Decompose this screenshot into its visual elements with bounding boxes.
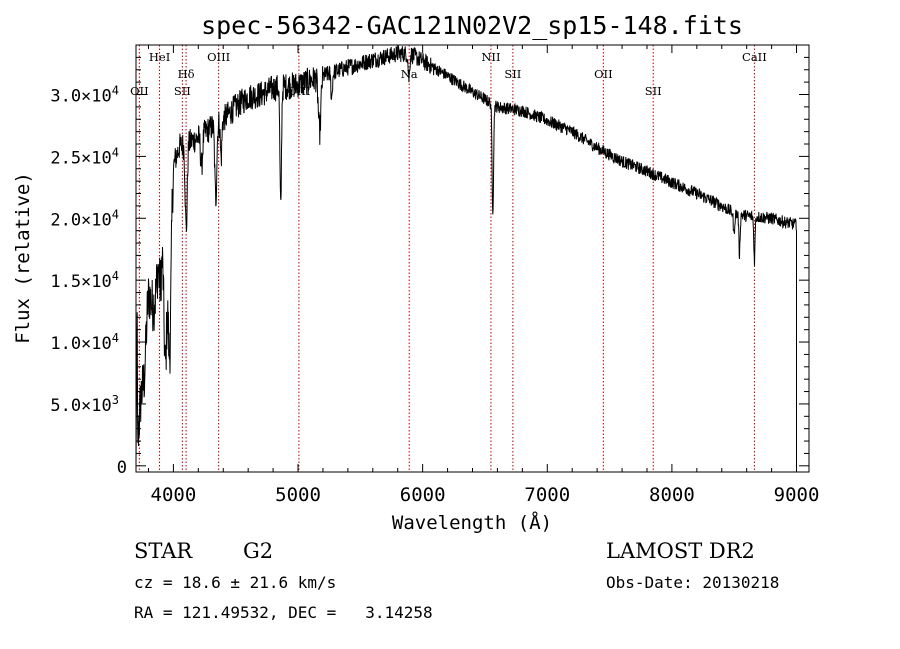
y-tick-label: 5.0×103 <box>50 393 119 416</box>
x-tick-label: 6000 <box>400 484 446 506</box>
y-tick-exponent: 3 <box>112 393 119 407</box>
chart-title: spec-56342-GAC121N02V2_sp15-148.fits <box>201 11 743 40</box>
x-tick-label: 7000 <box>524 484 570 506</box>
spectral-line-label: SII <box>174 84 191 98</box>
y-tick-exponent: 4 <box>112 269 119 283</box>
y-tick-mantissa: 2.5×10 <box>50 148 111 168</box>
y-tick-label: 2.0×104 <box>50 207 119 230</box>
y-tick-exponent: 4 <box>112 84 119 98</box>
spectral-line-label: Hδ <box>178 67 195 81</box>
y-tick-label: 1.5×104 <box>50 269 119 292</box>
y-tick-exponent: 4 <box>112 145 119 159</box>
y-tick-mantissa: 1.5×10 <box>50 272 111 292</box>
y-tick-mantissa: 3.0×10 <box>50 87 111 107</box>
redshift-text: cz = 18.6 ± 21.6 km/s <box>134 573 337 592</box>
spectral-line-label: OII <box>130 84 149 98</box>
y-tick-exponent: 4 <box>112 331 119 345</box>
spectral-line-label: SII <box>645 84 662 98</box>
x-tick-label: 5000 <box>275 484 321 506</box>
spectral-line-label: NII <box>481 50 500 64</box>
survey-name: LAMOST DR2 <box>606 539 755 563</box>
y-tick-mantissa: 1.0×10 <box>50 334 111 354</box>
spectral-line-label: SII <box>504 67 521 81</box>
y-axis: 05.0×1031.0×1041.5×1042.0×1042.5×1043.0×… <box>50 56 809 478</box>
y-tick-label: 2.5×104 <box>50 145 119 168</box>
object-subclass: G2 <box>243 539 274 563</box>
y-tick-mantissa: 5.0×10 <box>50 396 111 416</box>
spectrum-line <box>135 45 797 466</box>
coordinates-text: RA = 121.49532, DEC = 3.14258 <box>134 603 433 622</box>
object-class: STAR <box>134 539 193 563</box>
x-axis: 4000 5000 6000 7000 8000 9000 <box>147 45 820 506</box>
x-axis-label: Wavelength (Å) <box>392 511 552 534</box>
spectral-line-label: HeI <box>149 50 170 64</box>
y-tick-mantissa: 2.0×10 <box>50 210 111 230</box>
y-tick-mantissa: 0 <box>117 458 127 478</box>
y-tick-label: 0 <box>117 458 127 478</box>
y-tick-label: 1.0×104 <box>50 331 119 354</box>
x-tick-label: 8000 <box>649 484 695 506</box>
spectral-line-label: OII <box>594 67 613 81</box>
spectral-line-label: CaII <box>742 50 767 64</box>
y-tick-label: 3.0×104 <box>50 84 119 107</box>
spectral-line-label: OIII <box>207 50 230 64</box>
observation-date: Obs-Date: 20130218 <box>606 573 780 592</box>
y-tick-exponent: 4 <box>112 207 119 221</box>
x-tick-label: 9000 <box>774 484 820 506</box>
x-tick-label: 4000 <box>151 484 197 506</box>
y-axis-label: Flux (relative) <box>12 172 34 344</box>
